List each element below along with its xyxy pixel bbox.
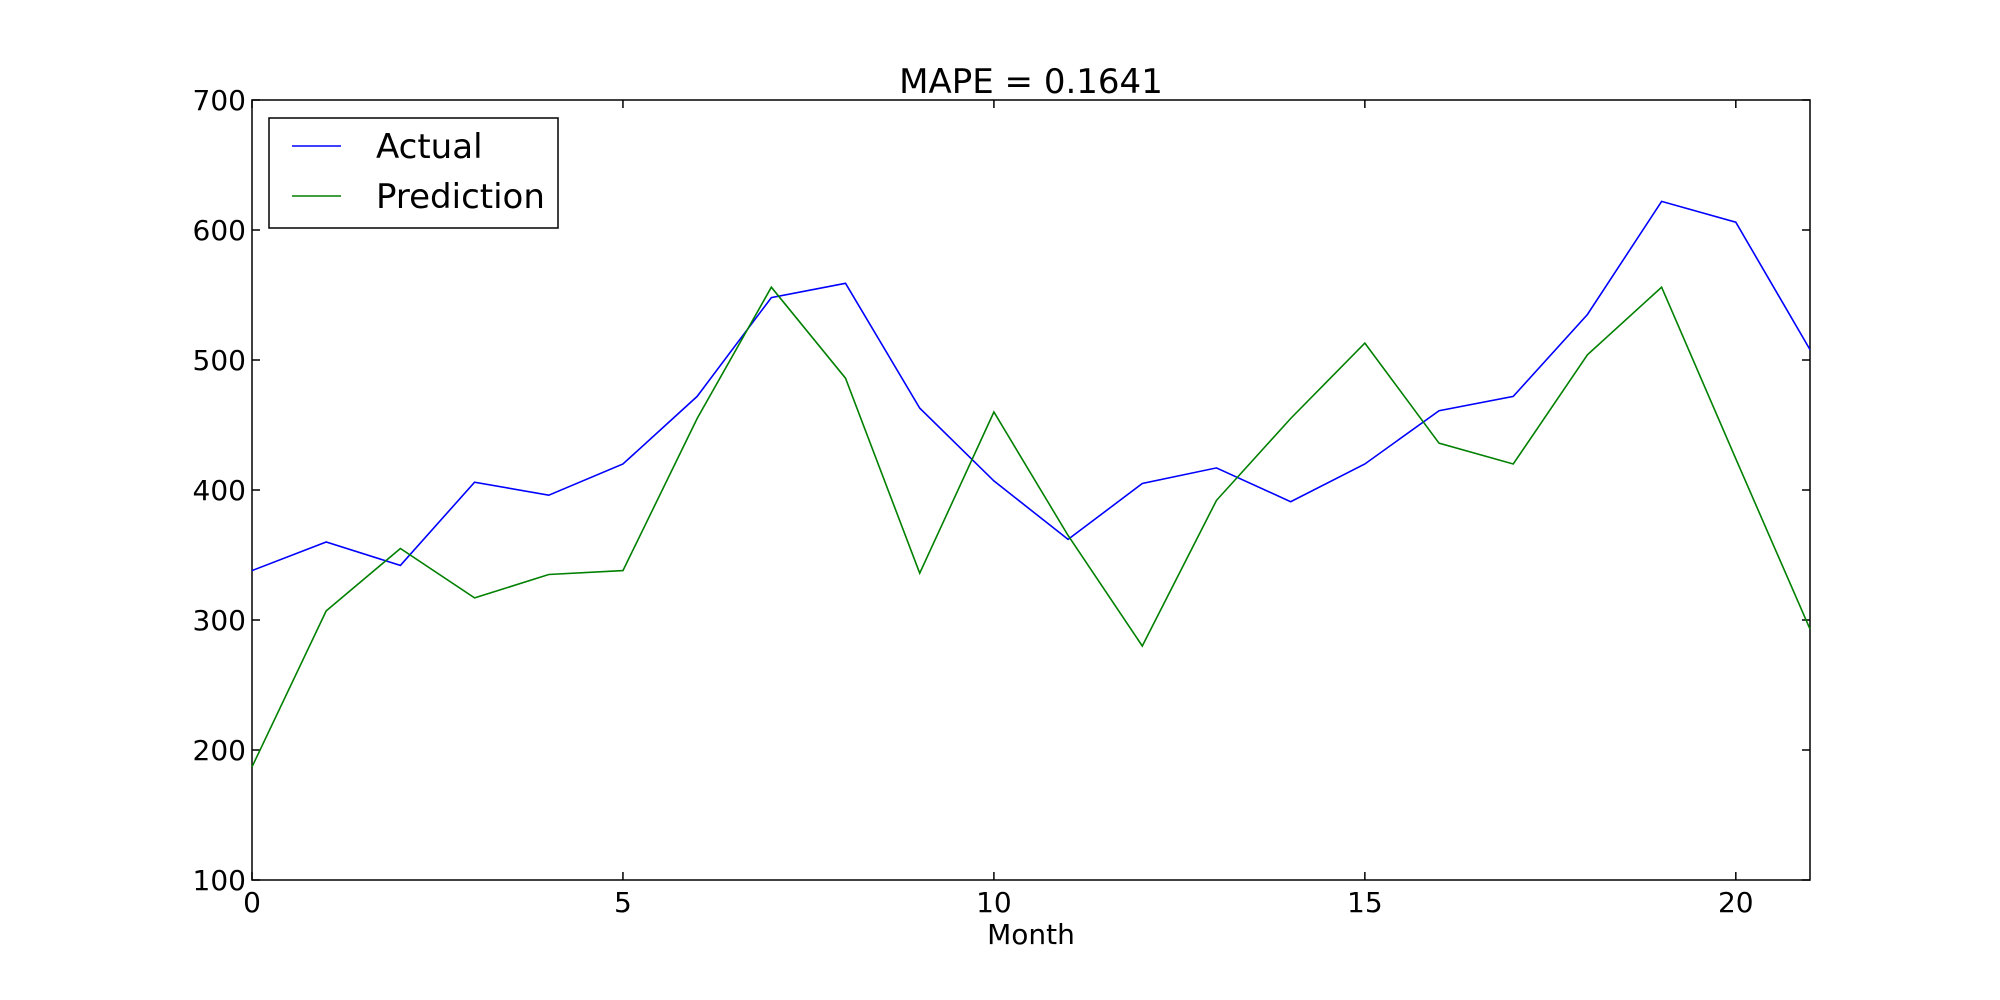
chart-title: MAPE = 0.1641 xyxy=(899,62,1163,102)
x-tick-label: 20 xyxy=(1718,886,1754,919)
legend-label-prediction: Prediction xyxy=(376,177,545,217)
data-series xyxy=(251,200,1811,768)
x-tick-label: 15 xyxy=(1347,886,1383,919)
y-tick-label: 500 xyxy=(193,344,246,377)
x-axis-label: Month xyxy=(987,918,1075,951)
y-tick-label: 100 xyxy=(193,864,246,897)
y-tick-label: 600 xyxy=(193,214,246,247)
legend-box xyxy=(268,117,559,229)
series-line-prediction xyxy=(251,285,1811,768)
x-tick-label: 5 xyxy=(614,886,632,919)
legend: Actual Prediction xyxy=(268,117,559,229)
legend-label-actual: Actual xyxy=(376,127,483,167)
x-tick-label: 10 xyxy=(976,886,1012,919)
y-tick-label: 700 xyxy=(193,84,246,117)
y-tick-label: 300 xyxy=(193,604,246,637)
y-tick-label: 400 xyxy=(193,474,246,507)
series-line-actual xyxy=(251,200,1811,572)
axis-ticks: 0 5 10 15 20 100 200 300 400 500 600 700 xyxy=(193,84,1810,919)
y-tick-label: 200 xyxy=(193,734,246,767)
x-tick-label: 0 xyxy=(243,886,261,919)
